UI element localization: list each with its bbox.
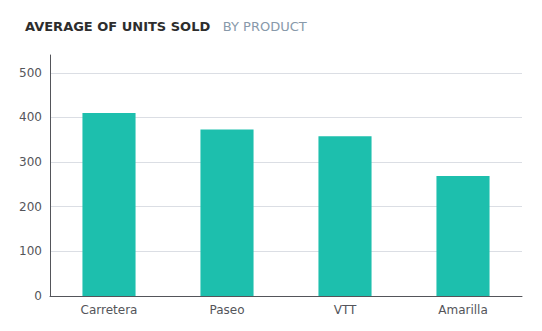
svg-text:100: 100 (19, 244, 42, 258)
svg-text:500: 500 (19, 66, 42, 80)
svg-text:BY PRODUCT: BY PRODUCT (223, 19, 307, 34)
svg-text:300: 300 (19, 155, 42, 169)
svg-text:AVERAGE OF UNITS SOLD: AVERAGE OF UNITS SOLD (25, 19, 210, 34)
svg-text:Amarilla: Amarilla (438, 303, 488, 317)
svg-text:Paseo: Paseo (209, 303, 244, 317)
svg-text:200: 200 (19, 200, 42, 214)
svg-text:0: 0 (34, 289, 42, 303)
svg-text:400: 400 (19, 110, 42, 124)
svg-text:Carretera: Carretera (81, 303, 138, 317)
svg-text:VTT: VTT (334, 303, 357, 317)
